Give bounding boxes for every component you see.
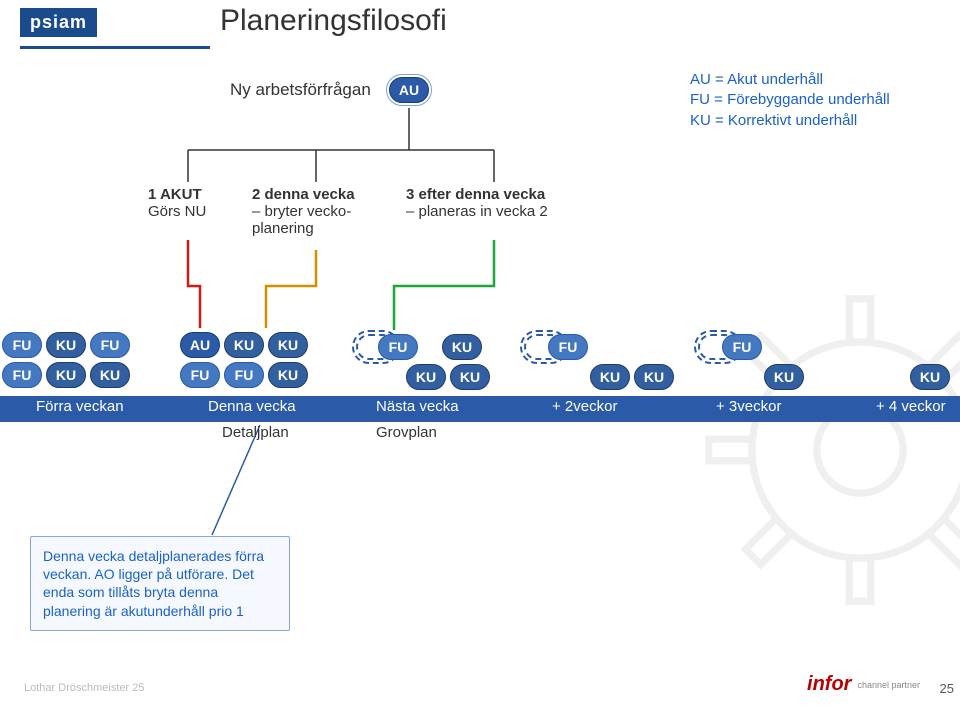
tl-sublabel: Detaljplan (222, 424, 289, 441)
ku-pill: KU (634, 364, 674, 390)
decision-box-3: 3 efter denna vecka – planeras in vecka … (406, 186, 586, 237)
header-rule (20, 46, 210, 49)
ku-pill: KU (406, 364, 446, 390)
ku-pill: KU (224, 332, 264, 358)
footer-author: Lothar Dröschmeister 25 (24, 682, 144, 694)
note-box: Denna vecka detaljplanerades förra vecka… (30, 536, 290, 631)
fu-pill: FU (722, 334, 762, 360)
week-w2-row2: KU KU (590, 364, 674, 394)
ku-pill: KU (450, 364, 490, 390)
infor-logo: infor (807, 673, 851, 696)
brand-logo: psiam (20, 8, 97, 37)
request-label: Ny arbetsförfrågan (230, 80, 371, 100)
infor-sub: channel partner (857, 680, 920, 690)
decision-head: 1 AKUT (148, 186, 234, 203)
fu-pill: FU (224, 362, 264, 388)
tl-sublabel: Grovplan (376, 424, 437, 441)
week-nasta-row2: KU KU (406, 364, 490, 394)
decision-text: – planeras in vecka 2 (406, 203, 586, 220)
tl-label: + 4 veckor (876, 398, 946, 415)
legend: AU = Akut underhåll FU = Förebyggande un… (690, 70, 890, 131)
week-w4-row2: KU (910, 364, 950, 394)
tl-label: + 2veckor (552, 398, 617, 415)
au-pill: AU (180, 332, 220, 358)
decision-row: 1 AKUT Görs NU 2 denna vecka – bryter ve… (148, 186, 586, 237)
fu-pill: FU (378, 334, 418, 360)
legend-line: FU = Förebyggande underhåll (690, 90, 890, 110)
ku-pill: KU (590, 364, 630, 390)
page-number: 25 (940, 681, 954, 696)
fu-pill: FU (2, 362, 42, 388)
tl-label: Denna vecka (208, 398, 296, 415)
decision-text: – bryter vecko- planering (252, 203, 388, 237)
decision-head: 3 efter denna vecka (406, 186, 586, 203)
week-denna: AU KU KU FU FU KU (180, 332, 308, 392)
tl-label: Förra veckan (36, 398, 124, 415)
ku-pill: KU (90, 362, 130, 388)
fu-pill: FU (548, 334, 588, 360)
timeline-labels: Förra veckan Denna vecka Nästa vecka + 2… (0, 398, 960, 420)
ku-pill: KU (910, 364, 950, 390)
fu-pill: FU (90, 332, 130, 358)
ku-pill: KU (46, 332, 86, 358)
legend-line: AU = Akut underhåll (690, 70, 890, 90)
decision-head: 2 denna vecka (252, 186, 388, 203)
legend-line: KU = Korrektivt underhåll (690, 111, 890, 131)
ku-pill: KU (764, 364, 804, 390)
decision-box-1: 1 AKUT Görs NU (148, 186, 234, 237)
ku-pill: KU (442, 334, 482, 360)
footer-brand: infor channel partner (807, 673, 920, 696)
tl-label: + 3veckor (716, 398, 781, 415)
decision-text: Görs NU (148, 203, 234, 220)
page-title: Planeringsfilosofi (220, 4, 447, 38)
gear-watermark (680, 270, 960, 630)
decision-box-2: 2 denna vecka – bryter vecko- planering (252, 186, 388, 237)
au-pill-label: AU (389, 77, 429, 103)
week-forra: FU KU FU FU KU KU (2, 332, 130, 392)
ku-pill: KU (268, 332, 308, 358)
ku-pill: KU (268, 362, 308, 388)
fu-pill: FU (180, 362, 220, 388)
week-w3-row2: KU (764, 364, 804, 394)
au-top-pill: AU (386, 74, 432, 106)
ku-pill: KU (46, 362, 86, 388)
tl-label: Nästa vecka (376, 398, 459, 415)
fu-pill: FU (2, 332, 42, 358)
